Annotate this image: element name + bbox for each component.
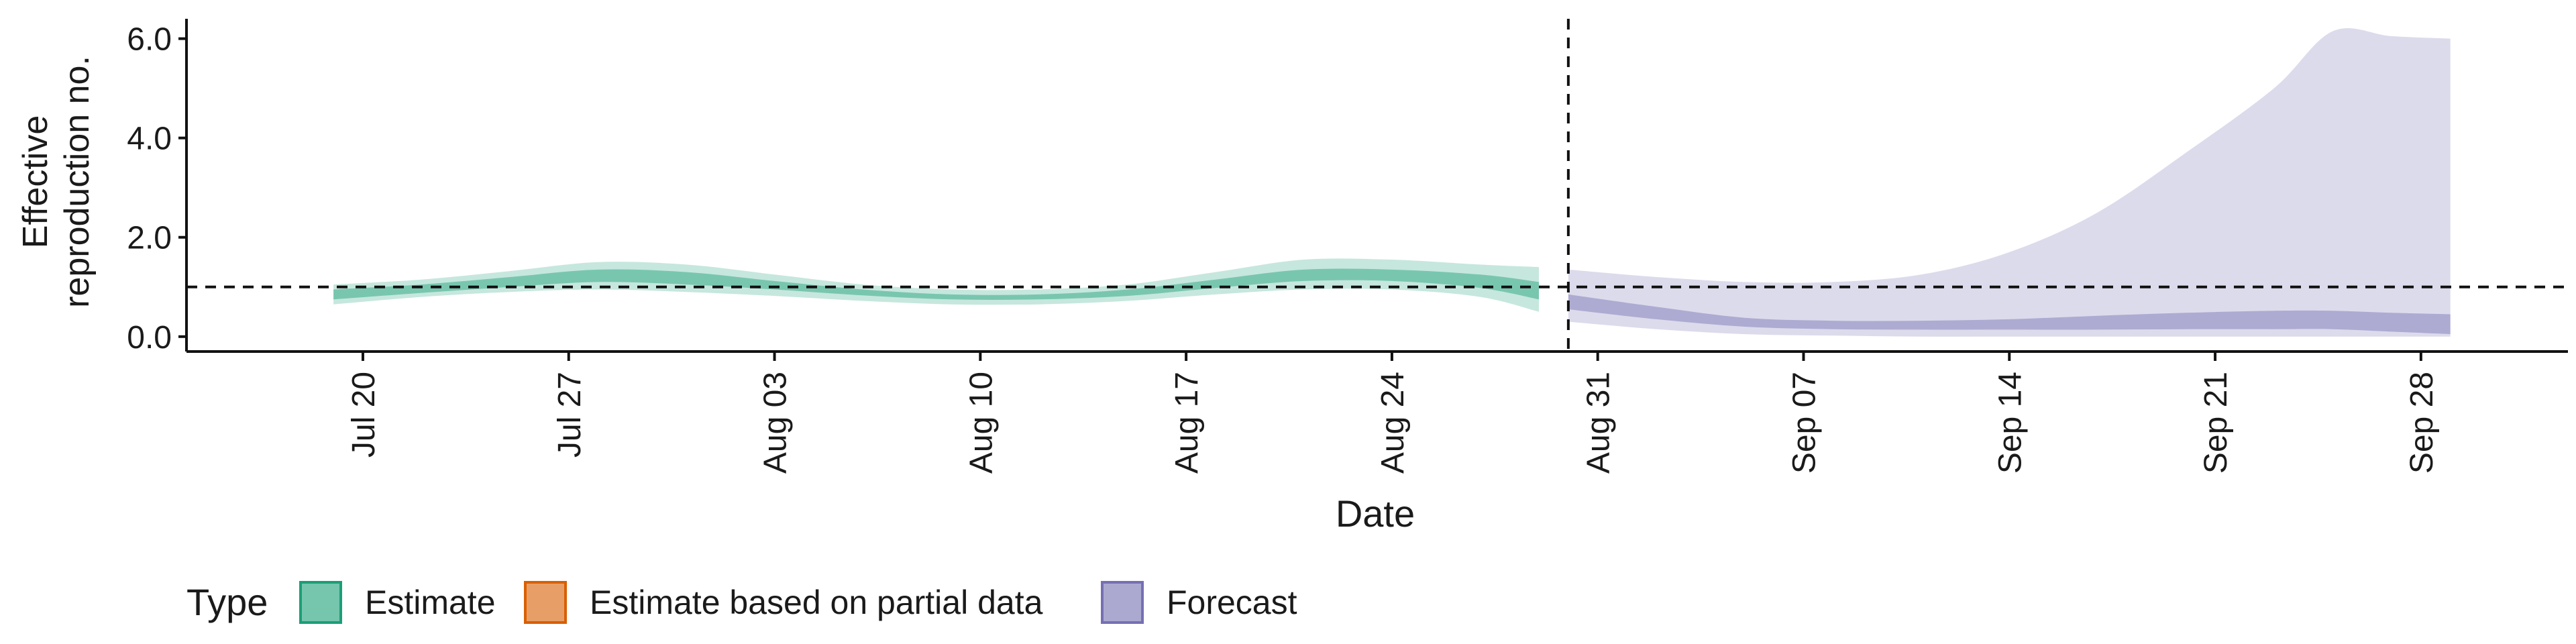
y-tick-label: 0.0 (127, 320, 172, 356)
legend-swatch-forecast (1101, 581, 1144, 624)
estimate-inner-band (333, 268, 1540, 300)
legend-swatch-estimate-based-on-partial-data (524, 581, 567, 624)
x-tick-label: Aug 31 (1581, 372, 1617, 474)
legend-label-estimate: Estimate (365, 584, 496, 621)
axes-layer: 0.0 2.0 4.0 6.0 Jul 20 Jul 27 Aug 03 Aug 10 Aug … (127, 19, 2568, 474)
x-tick-label: Aug 24 (1375, 372, 1411, 474)
y-axis-title-line-1: Effective (16, 115, 55, 248)
x-tick-label: Jul 27 (552, 372, 588, 458)
legend-items: Estimate Estimate based on partial data Fo… (299, 581, 1297, 624)
forecast-inner-band (1568, 294, 2451, 335)
x-tick-label: Sep 28 (2404, 372, 2440, 474)
legend: Type (186, 581, 268, 623)
x-tick-label: Sep 21 (2198, 372, 2234, 474)
bands-layer (333, 28, 2451, 337)
legend-swatch-estimate (299, 581, 342, 624)
y-axis-title: Effective reproduction no. (16, 56, 97, 308)
y-tick-label: 6.0 (127, 22, 172, 58)
y-tick-label: 4.0 (127, 121, 172, 157)
forecast-outer-band (1568, 28, 2451, 337)
x-tick-label: Sep 14 (1992, 372, 2028, 474)
x-tick-label: Jul 20 (346, 372, 382, 458)
legend-label-estimate-based-on-partial-data: Estimate based on partial data (590, 584, 1043, 621)
estimate-outer-band (333, 258, 1540, 312)
x-axis-title: Date (1336, 492, 1415, 535)
x-tick-label: Aug 03 (758, 372, 794, 474)
x-tick-label: Aug 17 (1169, 372, 1205, 474)
x-tick-label: Sep 07 (1787, 372, 1823, 474)
legend-label-forecast: Forecast (1167, 584, 1297, 621)
y-axis-title-line-2: reproduction no. (58, 56, 97, 308)
x-tick-label: Aug 10 (963, 372, 999, 474)
y-tick-label: 2.0 (127, 221, 172, 256)
reference-lines-layer (186, 19, 2568, 352)
legend-title: Type (186, 581, 268, 623)
